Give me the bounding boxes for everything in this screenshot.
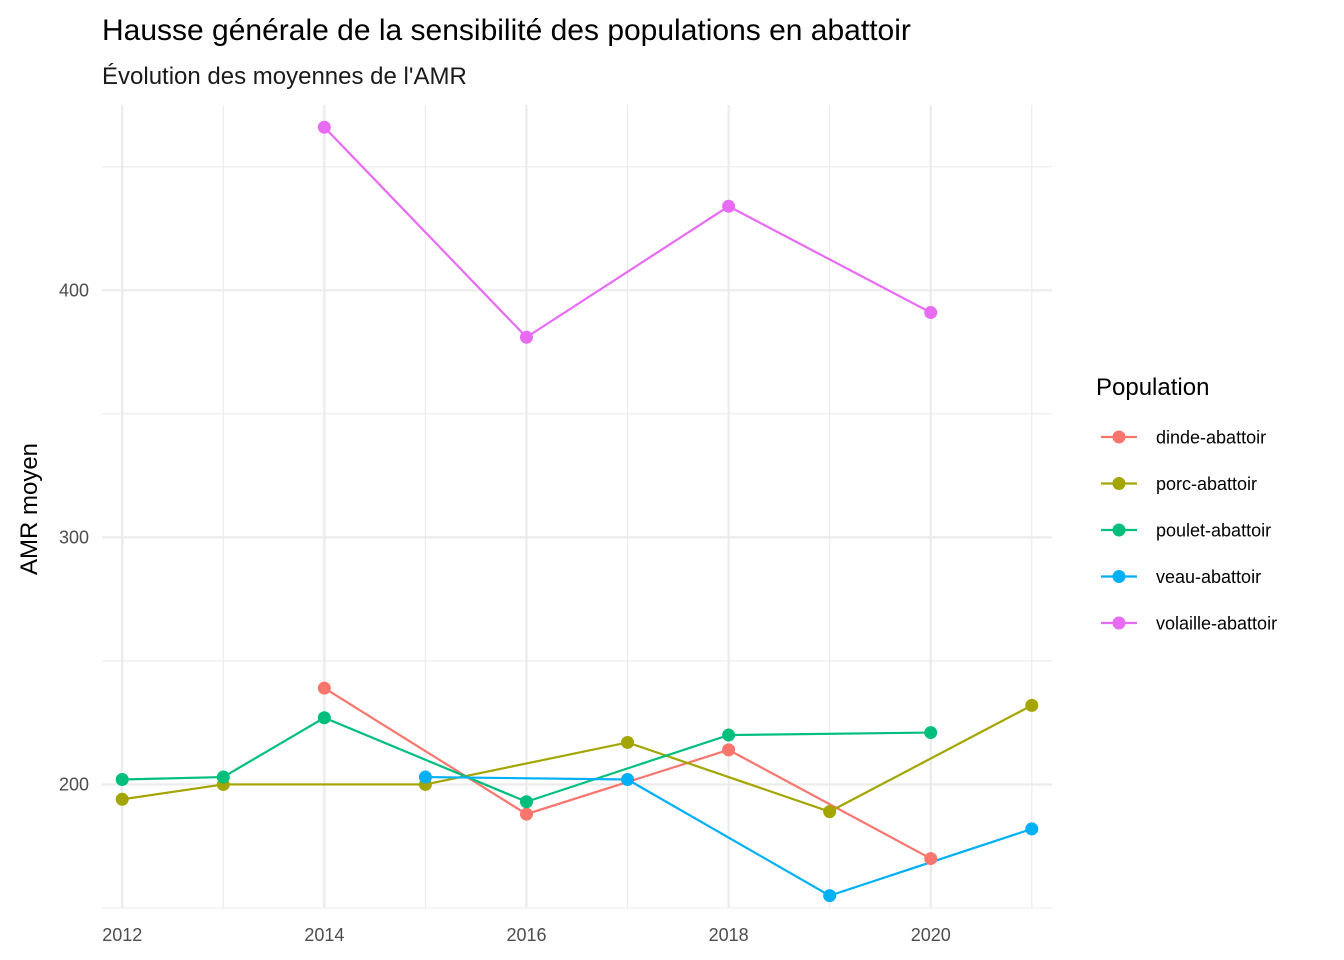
y-axis-label: AMR moyen [16,443,43,575]
data-point-veau-abattoir [823,889,837,903]
legend-label: poulet-abattoir [1156,521,1271,541]
y-axis-ticks: 200 300 400 [59,280,89,794]
data-point-dinde-abattoir [722,743,736,757]
data-point-veau-abattoir [418,770,432,784]
legend-title: Population [1096,374,1209,401]
x-tick-label: 2014 [304,925,344,945]
legend-key-point [1112,616,1126,630]
data-point-veau-abattoir [621,773,635,787]
data-point-dinde-abattoir [317,681,331,695]
y-tick-label: 200 [59,774,89,794]
data-point-poulet-abattoir [115,773,129,787]
data-point-dinde-abattoir [519,807,533,821]
data-point-volaille-abattoir [317,120,331,134]
series-line-poulet-abattoir [122,716,931,803]
data-point-poulet-abattoir [317,711,331,725]
x-tick-label: 2016 [506,925,546,945]
series-line-volaille-abattoir [323,126,932,339]
data-point-porc-abattoir [621,735,635,749]
data-point-poulet-abattoir [216,770,230,784]
data-point-poulet-abattoir [924,726,938,740]
legend: Population dinde-abattoir porc-abattoir po… [1096,374,1277,634]
data-point-volaille-abattoir [722,199,736,213]
x-axis-ticks: 2012 2014 2016 2018 2020 [102,925,951,945]
data-point-volaille-abattoir [924,306,938,320]
data-point-volaille-abattoir [519,330,533,344]
legend-label: dinde-abattoir [1156,428,1266,448]
y-tick-label: 400 [59,280,89,300]
data-point-dinde-abattoir [924,852,938,866]
legend-label: veau-abattoir [1156,567,1261,587]
grid [102,105,1052,909]
x-tick-label: 2012 [102,925,142,945]
data-point-veau-abattoir [1025,822,1039,836]
x-tick-label: 2018 [709,925,749,945]
legend-key-point [1112,477,1126,490]
y-tick-label: 300 [59,527,89,547]
data-point-poulet-abattoir [722,728,736,742]
series-lines [122,126,1033,897]
chart-title: Hausse générale de la sensibilité des po… [102,14,911,47]
legend-label: volaille-abattoir [1156,614,1277,634]
series-line-porc-abattoir [122,704,1033,813]
data-point-porc-abattoir [115,792,129,806]
data-point-porc-abattoir [823,805,837,819]
legend-label: porc-abattoir [1156,474,1257,494]
legend-key-point [1112,430,1126,444]
chart-subtitle: Évolution des moyennes de l'AMR [102,63,467,90]
data-point-porc-abattoir [1025,698,1039,712]
legend-key-point [1112,523,1126,537]
legend-key-point [1112,570,1126,583]
data-point-poulet-abattoir [519,795,533,809]
x-tick-label: 2020 [911,925,951,945]
series-points [115,120,1039,903]
